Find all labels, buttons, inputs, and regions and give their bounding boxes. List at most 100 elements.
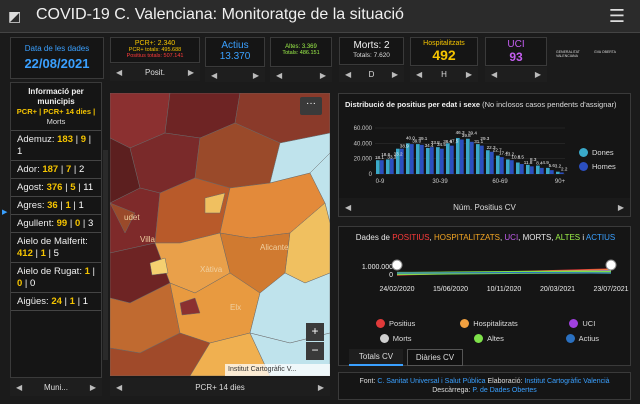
prev-arrow-icon[interactable]: ◀	[345, 202, 352, 212]
bar-homes[interactable]	[460, 139, 464, 175]
map-place-label: Villa	[140, 235, 155, 244]
prev-arrow-icon[interactable]: ◀	[491, 70, 498, 79]
zoom-out-button[interactable]: −	[306, 342, 324, 360]
hosp-nav: ◀ H ▶	[410, 67, 478, 82]
tab-diaries-cv[interactable]: Diàries CV	[407, 349, 463, 366]
legend-item[interactable]: Hospitalitzats	[442, 319, 535, 328]
muni-scrollbar[interactable]	[103, 150, 108, 360]
x-tick-label: 24/02/2020	[379, 286, 414, 293]
bar-dones[interactable]	[436, 147, 440, 174]
bar-dones[interactable]	[396, 148, 400, 174]
next-arrow-icon[interactable]: ▶	[319, 70, 326, 80]
prev-arrow-icon[interactable]: ◀	[116, 68, 123, 77]
bar-dones[interactable]	[386, 159, 390, 174]
bar-dones[interactable]	[406, 143, 410, 174]
bar-dones[interactable]	[446, 143, 450, 174]
zoom-in-button[interactable]: +	[306, 323, 324, 341]
list-item[interactable]: Aielo de Malferit: 412 | 1 | 5	[11, 233, 101, 263]
list-item[interactable]: Aielo de Rugat: 1 | 0 | 0	[11, 263, 101, 293]
bar-dones[interactable]	[526, 164, 530, 174]
list-item[interactable]: Aigües: 24 | 1 | 1	[11, 293, 101, 311]
left-edge-arrow-icon[interactable]: ▶	[2, 209, 8, 216]
next-arrow-icon[interactable]: ▶	[89, 382, 96, 392]
list-item[interactable]: Ador: 187 | 7 | 2	[11, 161, 101, 179]
map-place-label: Elx	[230, 303, 242, 312]
choropleth-map[interactable]	[110, 93, 330, 376]
prev-arrow-icon[interactable]: ◀	[416, 70, 423, 79]
bar-dones[interactable]	[536, 165, 540, 174]
tab-totals-cv[interactable]: Totals CV	[349, 349, 403, 366]
bar-homes[interactable]	[440, 148, 444, 174]
prev-arrow-icon[interactable]: ◀	[116, 382, 123, 392]
bar-homes[interactable]	[500, 157, 504, 174]
uci-card: UCI 93	[485, 37, 547, 66]
footer-desc-link[interactable]: P. de Dades Obertes	[472, 387, 537, 394]
prev-arrow-icon[interactable]: ◀	[345, 69, 352, 79]
bar-dones[interactable]	[486, 150, 490, 174]
bar-dones[interactable]	[376, 160, 380, 174]
hosp-card: Hospitalitzats 492	[410, 37, 478, 66]
top-bar: ◩ COVID-19 C. Valenciana: Monitoratge de…	[0, 0, 640, 33]
bar-dones[interactable]	[426, 147, 430, 174]
bar-homes[interactable]	[510, 160, 514, 174]
bar-homes[interactable]	[530, 166, 534, 174]
list-item[interactable]: Agres: 36 | 1 | 1	[11, 197, 101, 215]
bar-homes[interactable]	[410, 144, 414, 174]
bar-homes[interactable]	[490, 151, 494, 174]
bar-dones[interactable]	[496, 155, 500, 174]
bar-homes[interactable]	[400, 148, 404, 174]
range-end-handle[interactable]	[605, 259, 617, 271]
bar-dones[interactable]	[456, 137, 460, 174]
bar-homes[interactable]	[430, 147, 434, 174]
next-arrow-icon[interactable]: ▶	[617, 202, 624, 212]
bar-homes[interactable]	[450, 145, 454, 174]
data-label: 2.2	[561, 167, 568, 172]
next-arrow-icon[interactable]: ▶	[534, 70, 541, 79]
bar-homes[interactable]	[520, 164, 524, 174]
legend-label: Homes	[592, 162, 616, 171]
bar-homes[interactable]	[560, 172, 564, 174]
muni-morts: 1	[17, 146, 23, 157]
range-start-handle[interactable]	[391, 259, 403, 271]
bar-dones[interactable]	[476, 144, 480, 174]
bar-homes[interactable]	[540, 167, 544, 174]
muni-pcr: 1	[84, 266, 90, 277]
legend-item[interactable]: Altes	[442, 334, 535, 343]
bar-dones[interactable]	[466, 138, 470, 174]
bar-chart-title: Distribució de positius per edat i sexe	[345, 100, 481, 109]
menu-icon[interactable]: ☰	[608, 6, 626, 26]
bar-homes[interactable]	[550, 170, 554, 174]
footer-font-link[interactable]: C. Sanitat Universal i Salut Pública	[377, 378, 486, 385]
next-arrow-icon[interactable]: ▶	[317, 382, 324, 392]
bar-dones[interactable]	[416, 144, 420, 174]
next-arrow-icon[interactable]: ▶	[465, 70, 472, 79]
prev-arrow-icon[interactable]: ◀	[16, 382, 23, 392]
map-more-button[interactable]: ···	[300, 97, 322, 115]
bar-homes[interactable]	[420, 144, 424, 174]
bar-homes[interactable]	[470, 141, 474, 174]
list-item[interactable]: Agullent: 99 | 0 | 3	[11, 215, 101, 233]
bar-homes[interactable]	[480, 145, 484, 174]
footer-elab-link[interactable]: Institut Cartogràfic Valencià	[524, 378, 610, 385]
bar-homes[interactable]	[380, 160, 384, 174]
next-arrow-icon[interactable]: ▶	[391, 69, 398, 79]
legend-item[interactable]: Positius	[349, 319, 442, 328]
list-item[interactable]: Ademuz: 183 | 9 | 1	[11, 131, 101, 161]
bar-dones[interactable]	[556, 171, 560, 174]
next-arrow-icon[interactable]: ▶	[252, 70, 259, 80]
bar-dones[interactable]	[546, 167, 550, 174]
bar-dones[interactable]	[516, 162, 520, 175]
legend-item[interactable]: Morts	[349, 334, 442, 343]
legend-item[interactable]: UCI	[536, 319, 629, 328]
altes-daily: Altes: 3.369	[285, 44, 317, 50]
data-label: 22.3	[487, 145, 496, 150]
next-arrow-icon[interactable]: ▶	[187, 68, 194, 77]
map-panel[interactable]: udet Villa Alicante Xàtiva Elx ··· + − I…	[110, 93, 330, 376]
bar-homes[interactable]	[390, 158, 394, 174]
prev-arrow-icon[interactable]: ◀	[276, 70, 283, 80]
prev-arrow-icon[interactable]: ◀	[211, 70, 218, 80]
bar-dones[interactable]	[506, 159, 510, 174]
list-item[interactable]: Agost: 376 | 5 | 11	[11, 179, 101, 197]
legend-item[interactable]: Actius	[536, 334, 629, 343]
